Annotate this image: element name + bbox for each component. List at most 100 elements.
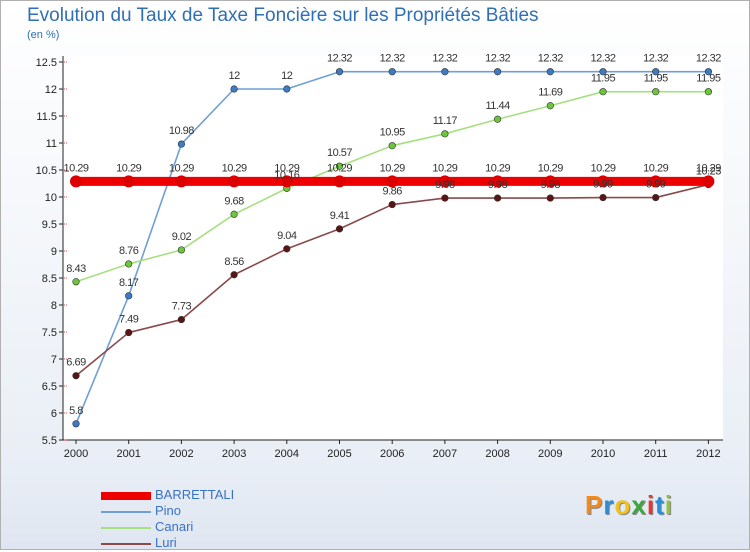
data-point-canari bbox=[335, 162, 344, 170]
data-label-barrettali: 10.29 bbox=[116, 162, 141, 174]
data-point-canari bbox=[546, 102, 554, 110]
data-label-luri: 9.86 bbox=[382, 186, 402, 198]
y-tick-label: 9 bbox=[51, 246, 57, 258]
chart-title: Evolution du Taux de Taxe Foncière sur l… bbox=[27, 5, 539, 26]
data-label-canari: 9.02 bbox=[172, 231, 192, 243]
data-label-luri: 9.98 bbox=[488, 179, 508, 191]
data-label-barrettali: 10.29 bbox=[590, 162, 615, 174]
data-point-barrettali bbox=[491, 175, 504, 188]
data-point-barrettali bbox=[228, 175, 241, 188]
data-point-luri bbox=[546, 194, 554, 202]
x-tick-label: 2006 bbox=[380, 448, 404, 460]
data-label-pino: 12 bbox=[281, 70, 293, 82]
data-label-canari: 10.16 bbox=[274, 169, 299, 181]
data-label-luri: 9.98 bbox=[541, 179, 561, 191]
data-label-canari: 11.69 bbox=[538, 87, 563, 99]
data-point-pino bbox=[599, 68, 607, 76]
data-point-barrettali bbox=[122, 175, 135, 188]
data-point-canari bbox=[441, 130, 449, 138]
data-point-barrettali bbox=[702, 175, 715, 188]
data-label-pino: 12.32 bbox=[643, 53, 668, 65]
data-label-canari: 10.95 bbox=[380, 127, 405, 139]
data-label-pino: 8.17 bbox=[119, 277, 139, 289]
data-point-barrettali bbox=[386, 175, 399, 188]
y-tick-label: 5.5 bbox=[42, 435, 57, 447]
y-tick-label: 9.5 bbox=[42, 219, 57, 231]
data-point-luri bbox=[652, 193, 660, 202]
data-point-pino bbox=[177, 140, 185, 148]
data-point-luri bbox=[388, 200, 396, 209]
legend-item-pino[interactable]: Pino bbox=[101, 503, 321, 520]
data-label-pino: 5.8 bbox=[69, 405, 83, 417]
x-tick-label: 2009 bbox=[538, 448, 562, 460]
x-tick-label: 2003 bbox=[222, 448, 246, 460]
data-label-luri: 9.99 bbox=[646, 179, 666, 191]
data-point-pino bbox=[125, 292, 133, 300]
legend-item-barrettali[interactable]: BARRETTALI bbox=[101, 487, 321, 504]
data-label-luri: 9.41 bbox=[330, 210, 350, 222]
x-tick-label: 2011 bbox=[644, 448, 668, 460]
y-tick-label: 11.5 bbox=[36, 111, 57, 123]
data-point-barrettali bbox=[544, 175, 557, 188]
data-point-pino bbox=[704, 68, 713, 76]
data-label-pino: 12.32 bbox=[538, 53, 563, 65]
data-point-pino bbox=[230, 85, 238, 93]
legend-label-luri: Luri bbox=[155, 535, 177, 550]
data-label-barrettali: 10.29 bbox=[169, 162, 194, 174]
y-tick-label: 6 bbox=[51, 408, 57, 420]
logo-letter: t bbox=[655, 490, 665, 520]
data-label-luri: 9.99 bbox=[593, 179, 613, 191]
x-tick-label: 2010 bbox=[591, 448, 615, 460]
data-label-barrettali: 10.29 bbox=[380, 162, 405, 174]
logo-letter: x bbox=[631, 490, 647, 520]
y-tick-label: 7 bbox=[51, 354, 57, 366]
data-point-canari bbox=[230, 210, 238, 218]
y-tick-label: 6.5 bbox=[42, 381, 57, 393]
data-point-barrettali bbox=[70, 175, 82, 188]
data-label-barrettali: 10.29 bbox=[696, 162, 721, 174]
data-point-canari bbox=[652, 88, 660, 96]
legend-label-barrettali: BARRETTALI bbox=[155, 487, 235, 502]
legend-item-canari[interactable]: Canari bbox=[101, 519, 321, 536]
data-label-pino: 12.32 bbox=[485, 53, 510, 65]
logo-letter: o bbox=[614, 490, 632, 520]
data-point-pino bbox=[72, 420, 80, 428]
data-point-barrettali bbox=[175, 175, 188, 188]
data-label-luri: 7.49 bbox=[119, 314, 139, 326]
x-tick-label: 2002 bbox=[169, 448, 193, 460]
data-label-pino: 12.32 bbox=[327, 53, 352, 65]
data-point-canari bbox=[177, 246, 185, 254]
data-point-canari bbox=[704, 88, 713, 96]
data-label-canari: 11.95 bbox=[591, 73, 616, 85]
data-label-barrettali: 10.29 bbox=[222, 162, 247, 174]
data-label-pino: 12 bbox=[228, 70, 240, 82]
data-point-luri bbox=[177, 315, 185, 324]
x-tick-label: 2005 bbox=[327, 448, 351, 460]
data-point-luri bbox=[125, 328, 133, 337]
data-point-pino bbox=[441, 68, 449, 76]
data-point-pino bbox=[388, 68, 396, 76]
data-point-luri bbox=[441, 194, 449, 202]
data-point-canari bbox=[599, 88, 607, 96]
data-label-canari: 8.43 bbox=[66, 263, 86, 275]
data-point-luri bbox=[230, 271, 238, 279]
data-label-luri: 9.04 bbox=[277, 230, 297, 242]
legend-swatch-barrettali bbox=[101, 492, 151, 500]
legend-swatch-luri bbox=[101, 543, 151, 545]
data-label-luri: 7.73 bbox=[172, 301, 192, 313]
data-point-canari bbox=[388, 142, 396, 150]
data-label-canari: 8.76 bbox=[119, 245, 139, 257]
logo-letter: P bbox=[585, 490, 604, 520]
data-label-canari: 11.44 bbox=[485, 100, 510, 112]
legend: BARRETTALI Pino Canari Luri bbox=[101, 487, 321, 552]
legend-item-luri[interactable]: Luri bbox=[101, 535, 321, 552]
data-point-pino bbox=[283, 85, 291, 93]
data-point-barrettali bbox=[438, 175, 451, 188]
data-label-barrettali: 10.29 bbox=[327, 162, 352, 174]
data-point-pino bbox=[494, 68, 502, 76]
data-label-canari: 9.68 bbox=[224, 195, 244, 207]
data-point-barrettali bbox=[597, 175, 609, 188]
logo-letter: i bbox=[664, 490, 673, 520]
